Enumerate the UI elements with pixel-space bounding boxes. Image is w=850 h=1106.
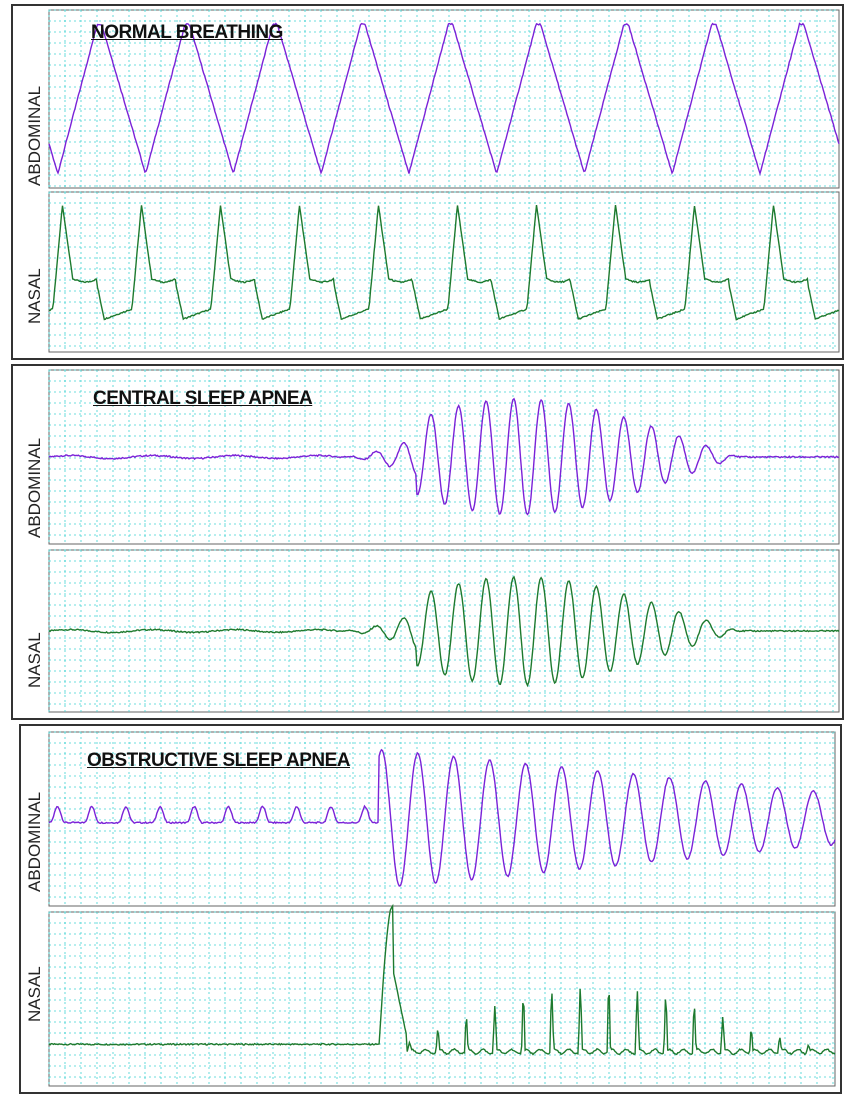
panel-title: CENTRAL SLEEP APNEA	[93, 388, 313, 409]
nasal-trace	[48, 903, 836, 1056]
obstructive-sleep-apnea-panel: OBSTRUCTIVE SLEEP APNEA ABDOMINAL NASAL	[19, 724, 842, 1094]
track-label-abdominal: ABDOMINAL	[25, 85, 44, 186]
track-label-nasal: NASAL	[25, 966, 44, 1022]
abdominal-trace	[48, 22, 840, 176]
panel-title: NORMAL BREATHING	[91, 22, 283, 43]
grid	[48, 9, 840, 189]
central-sleep-apnea-panel: CENTRAL SLEEP APNEA ABDOMINAL NASAL	[11, 364, 844, 720]
normal-breathing-panel: NORMAL BREATHING ABDOMINAL NASAL	[11, 4, 844, 360]
track-label-nasal: NASAL	[25, 268, 44, 324]
track-label-abdominal: ABDOMINAL	[25, 437, 44, 538]
abdominal-trace	[48, 748, 836, 887]
grid	[48, 369, 840, 545]
grid	[48, 731, 836, 907]
panel-title: OBSTRUCTIVE SLEEP APNEA	[87, 750, 351, 771]
track-label-nasal: NASAL	[25, 632, 44, 688]
nasal-trace	[48, 575, 840, 688]
normal-breathing-plot	[48, 9, 840, 353]
central-sleep-apnea-plot	[48, 369, 840, 713]
grid	[48, 191, 840, 353]
grid	[48, 911, 836, 1087]
nasal-trace	[48, 204, 840, 321]
track-label-abdominal: ABDOMINAL	[25, 791, 44, 892]
obstructive-sleep-apnea-plot	[48, 731, 836, 1087]
abdominal-trace	[48, 397, 840, 516]
